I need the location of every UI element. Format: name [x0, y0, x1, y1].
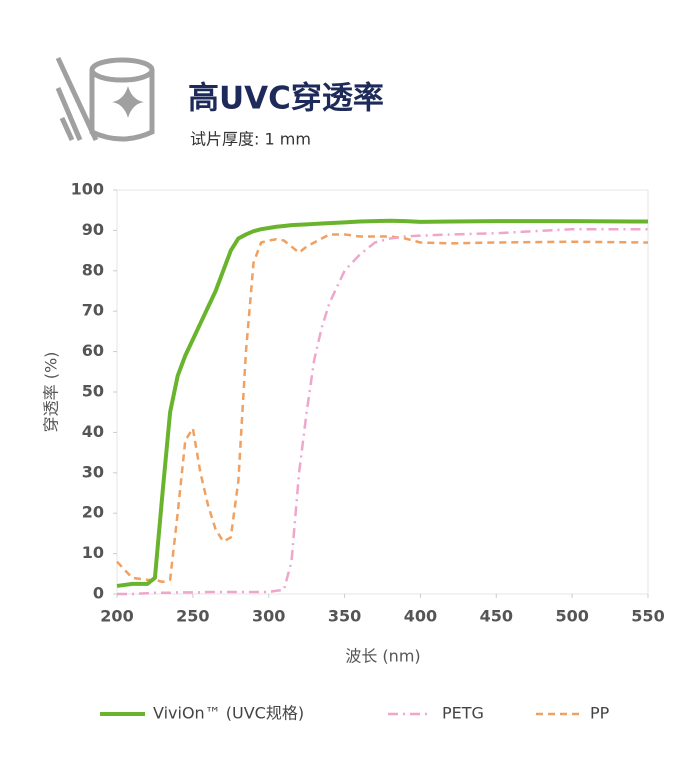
y-tick-label: 70: [82, 301, 104, 320]
plot-frame: [116, 189, 649, 595]
y-tick-label: 10: [82, 543, 104, 562]
x-tick-label: 250: [176, 607, 209, 626]
y-tick-label: 30: [82, 462, 104, 481]
x-tick-label: 450: [480, 607, 513, 626]
header-icon: [55, 56, 155, 142]
y-tick-label: 100: [71, 180, 104, 199]
x-tick-label: 550: [631, 607, 664, 626]
y-tick-label: 60: [82, 341, 104, 360]
chart-subtitle: 试片厚度: 1 mm: [190, 130, 311, 149]
y-tick-label: 80: [82, 260, 104, 279]
data-line: [116, 233, 649, 584]
y-tick-label: 90: [82, 220, 104, 239]
x-tick-label: 200: [100, 607, 133, 626]
legend-label: PP: [590, 704, 610, 723]
y-axis-label: 穿透率 (%): [42, 352, 61, 433]
x-tick-label: 400: [404, 607, 437, 626]
chart-title: 高UVC穿透率: [188, 81, 384, 117]
legend-label: PETG: [442, 704, 484, 723]
y-tick-label: 40: [82, 422, 104, 441]
y-tick-label: 0: [93, 584, 104, 603]
x-tick-label: 350: [328, 607, 361, 626]
y-tick-label: 20: [82, 503, 104, 522]
y-tick-label: 50: [82, 382, 104, 401]
x-tick-label: 300: [252, 607, 285, 626]
x-tick-label: 500: [555, 607, 588, 626]
legend-label: ViviOn™ (UVC规格): [153, 704, 304, 723]
x-axis-label: 波长 (nm): [345, 647, 420, 666]
data-line: [117, 227, 648, 596]
data-line: [116, 218, 649, 588]
